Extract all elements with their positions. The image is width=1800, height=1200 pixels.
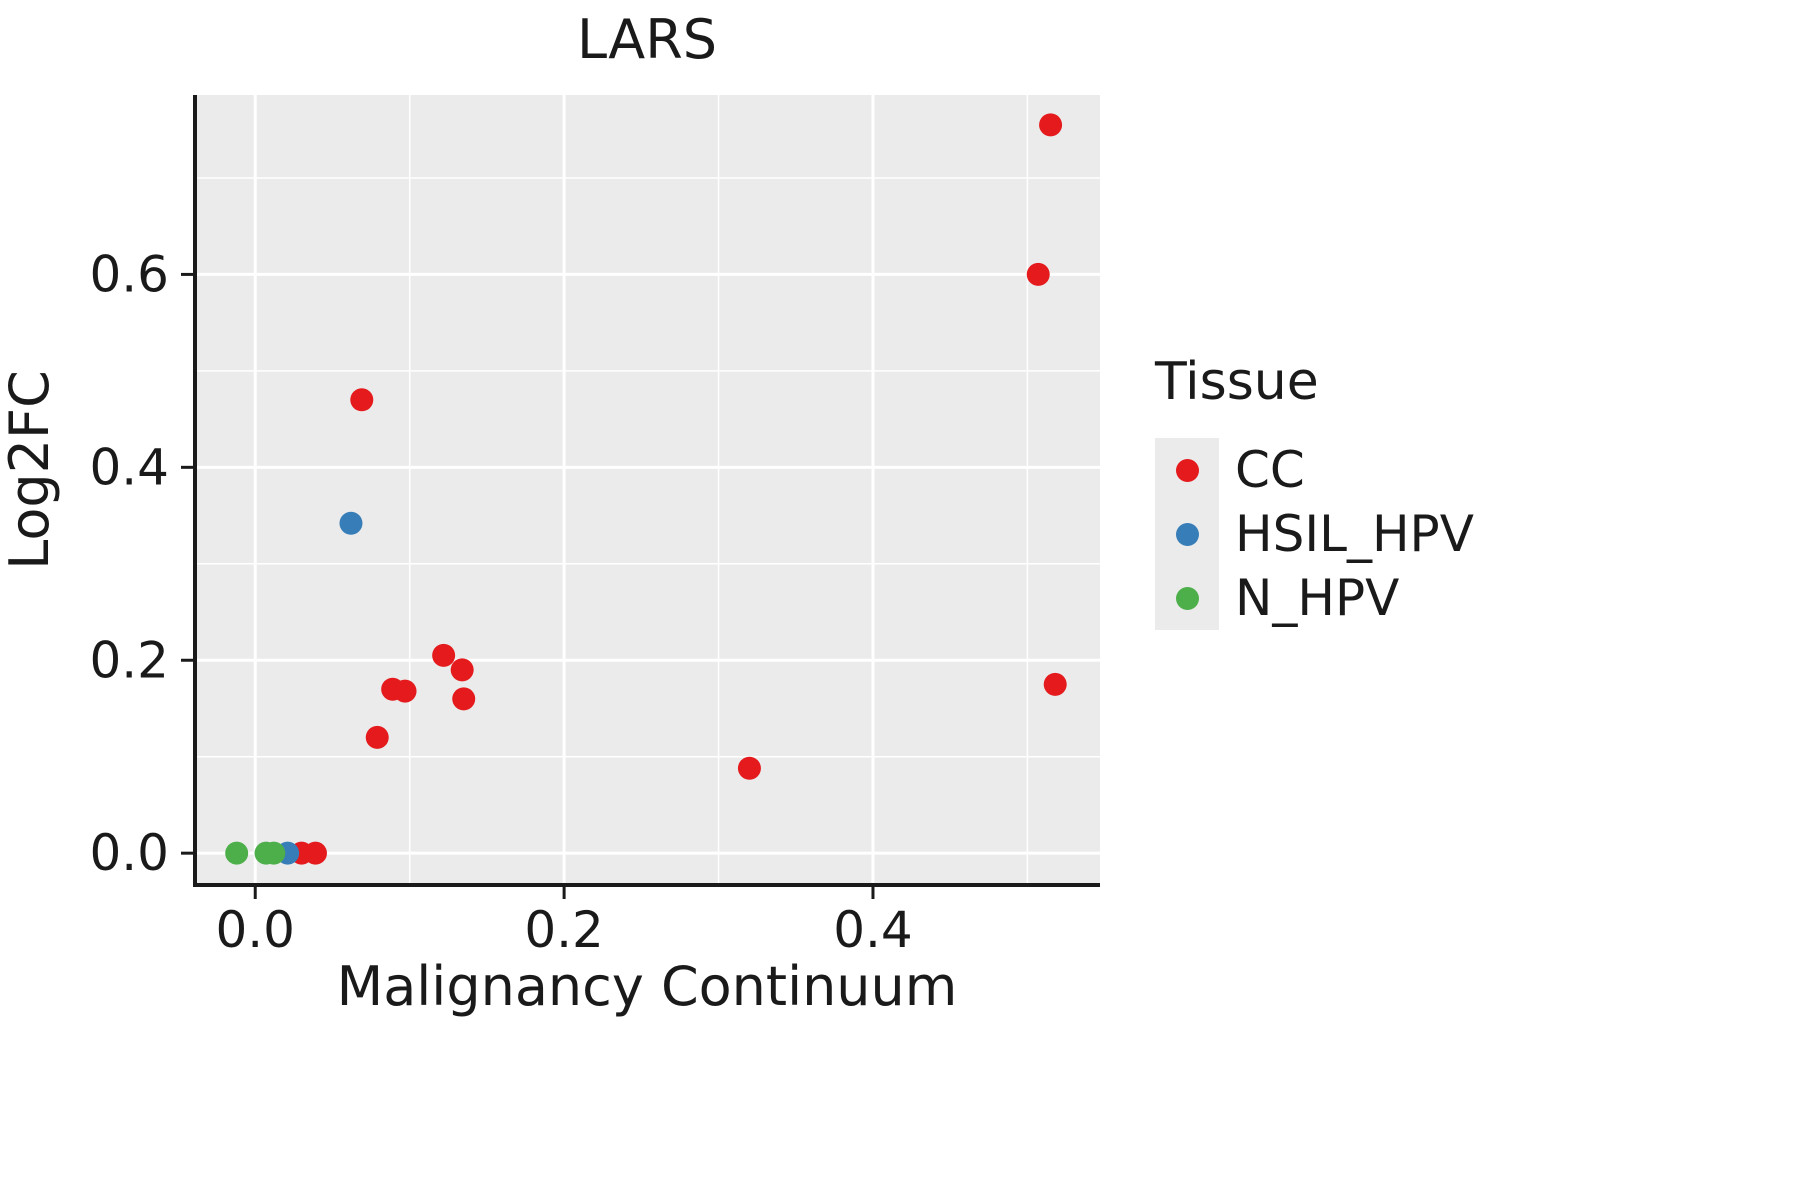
- legend-item-label: HSIL_HPV: [1235, 505, 1474, 563]
- legend: Tissue CC HSIL_HPV N_HPV: [1155, 352, 1474, 630]
- legend-dot-icon: [1175, 458, 1199, 482]
- data-point-CC: [737, 756, 761, 780]
- legend-dot-icon: [1175, 586, 1199, 610]
- legend-key-icon: [1155, 502, 1219, 566]
- legend-dot-icon: [1175, 522, 1199, 546]
- legend-item-N_HPV: N_HPV: [1155, 566, 1474, 630]
- data-point-CC: [432, 643, 456, 667]
- y-tick-label: 0.4: [89, 438, 169, 496]
- y-tick-label: 0.0: [89, 824, 169, 882]
- plot-panel: [195, 95, 1100, 885]
- data-point-CC: [452, 687, 476, 711]
- data-point-CC: [393, 679, 417, 703]
- y-axis-label: Log2FC: [0, 370, 61, 570]
- legend-title: Tissue: [1155, 352, 1319, 412]
- data-point-CC: [1043, 672, 1067, 696]
- x-tick-label: 0.0: [215, 901, 295, 959]
- y-tick-label: 0.2: [89, 631, 169, 689]
- legend-key-icon: [1155, 438, 1219, 502]
- data-point-CC: [450, 658, 474, 682]
- data-point-CC: [303, 841, 327, 865]
- data-point-CC: [350, 388, 374, 412]
- legend-items: CC HSIL_HPV N_HPV: [1155, 438, 1474, 630]
- legend-item-CC: CC: [1155, 438, 1474, 502]
- data-point-N_HPV: [225, 841, 249, 865]
- data-point-CC: [1039, 113, 1063, 137]
- data-point-HSIL_HPV: [339, 511, 363, 535]
- y-tick-label: 0.6: [89, 245, 169, 303]
- data-point-CC: [365, 725, 389, 749]
- x-tick-label: 0.4: [833, 901, 913, 959]
- legend-item-label: N_HPV: [1235, 569, 1400, 627]
- x-axis-label: Malignancy Continuum: [337, 955, 958, 1018]
- data-point-N_HPV: [262, 841, 286, 865]
- chart-title: LARS: [577, 8, 717, 71]
- legend-item-label: CC: [1235, 441, 1305, 499]
- x-tick-label: 0.2: [524, 901, 604, 959]
- data-point-CC: [1026, 262, 1050, 286]
- legend-key-icon: [1155, 566, 1219, 630]
- legend-item-HSIL_HPV: HSIL_HPV: [1155, 502, 1474, 566]
